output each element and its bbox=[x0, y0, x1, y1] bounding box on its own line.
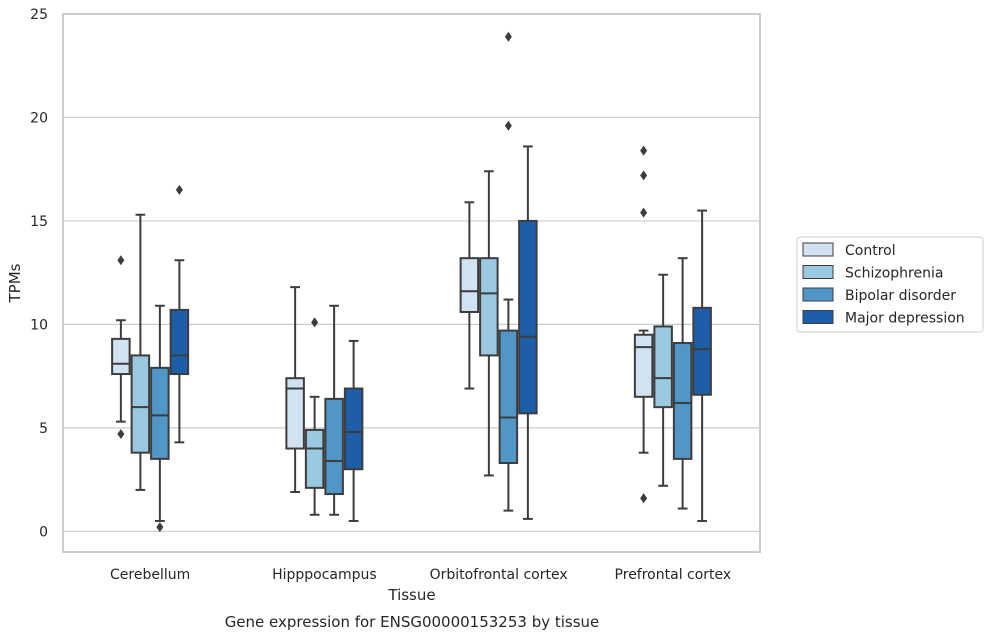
outlier-point bbox=[504, 120, 512, 131]
iqr-box bbox=[692, 306, 712, 396]
outlier-point bbox=[175, 184, 183, 195]
y-tick-label: 15 bbox=[30, 214, 48, 230]
x-axis-title: Tissue bbox=[387, 586, 435, 604]
iqr-box bbox=[518, 219, 538, 415]
iqr-box bbox=[479, 257, 499, 357]
outlier-point bbox=[640, 145, 648, 156]
legend-swatch bbox=[802, 265, 834, 279]
legend-swatch bbox=[802, 310, 834, 324]
y-axis-ticks: 0 5 10 15 20 25 bbox=[30, 7, 48, 540]
legend-swatch bbox=[802, 287, 834, 302]
box-bipolar-disorder-3 bbox=[672, 257, 693, 510]
box-bipolar-disorder-0 bbox=[150, 304, 170, 533]
box-major-depression-0 bbox=[169, 184, 190, 444]
iqr-box bbox=[169, 308, 190, 376]
legend-swatch bbox=[802, 242, 834, 257]
legend-label: Control bbox=[845, 243, 896, 259]
outlier-point bbox=[117, 255, 125, 266]
outlier-point bbox=[640, 493, 648, 504]
iqr-box bbox=[150, 366, 170, 460]
box-control-2 bbox=[459, 201, 480, 390]
box-schizophrenia-2 bbox=[479, 170, 499, 477]
chart-caption: Gene expression for ENSG00000153253 by t… bbox=[225, 613, 600, 631]
iqr-box bbox=[672, 342, 693, 460]
x-tick-label: Hipppocampus bbox=[272, 567, 377, 583]
outlier-point bbox=[640, 207, 648, 218]
legend-items: Control Schizophrenia Bipolar disorder Majo… bbox=[802, 242, 965, 327]
iqr-box bbox=[343, 387, 364, 471]
legend: Control Schizophrenia Bipolar disorder Majo… bbox=[796, 236, 984, 333]
box-control-1 bbox=[285, 286, 305, 493]
box-schizophrenia-1 bbox=[304, 317, 325, 516]
box-control-0 bbox=[111, 255, 131, 440]
box-major-depression-2 bbox=[518, 145, 538, 520]
y-tick-label: 10 bbox=[30, 317, 48, 333]
plot-frame bbox=[62, 13, 761, 553]
legend-label: Bipolar disorder bbox=[845, 288, 956, 304]
box-schizophrenia-3 bbox=[653, 273, 673, 487]
outlier-point bbox=[156, 522, 164, 533]
outlier-point bbox=[504, 31, 512, 42]
box-bipolar-disorder-2 bbox=[498, 31, 519, 512]
box-control-3 bbox=[633, 145, 654, 504]
iqr-box bbox=[111, 337, 131, 376]
iqr-box bbox=[130, 354, 151, 454]
x-axis-ticks: Cerebellum Hipppocampus Orbitofrontal cort… bbox=[110, 567, 731, 583]
y-tick-label: 25 bbox=[30, 7, 48, 23]
iqr-box bbox=[324, 397, 344, 496]
outlier-point bbox=[640, 170, 648, 181]
iqr-box bbox=[304, 428, 325, 489]
legend-frame bbox=[796, 236, 984, 333]
iqr-box bbox=[633, 333, 654, 398]
boxes bbox=[111, 31, 712, 533]
y-tick-label: 0 bbox=[39, 524, 48, 540]
iqr-box bbox=[498, 329, 519, 465]
x-tick-label: Orbitofrontal cortex bbox=[430, 567, 568, 583]
outlier-point bbox=[117, 429, 125, 440]
legend-label: Major depression bbox=[845, 311, 965, 327]
x-tick-label: Prefrontal cortex bbox=[615, 567, 732, 583]
legend-label: Schizophrenia bbox=[845, 266, 943, 282]
box-bipolar-disorder-1 bbox=[324, 304, 344, 516]
y-tick-label: 20 bbox=[30, 110, 48, 126]
box-major-depression-3 bbox=[692, 209, 712, 522]
box-schizophrenia-0 bbox=[130, 213, 151, 491]
box-major-depression-1 bbox=[343, 339, 364, 522]
y-axis-title: TPMs bbox=[6, 263, 24, 303]
iqr-box bbox=[653, 325, 673, 409]
iqr-box bbox=[459, 257, 480, 313]
iqr-box bbox=[285, 377, 305, 450]
outlier-point bbox=[311, 317, 319, 328]
x-tick-label: Cerebellum bbox=[110, 567, 190, 583]
y-tick-label: 5 bbox=[39, 421, 48, 437]
